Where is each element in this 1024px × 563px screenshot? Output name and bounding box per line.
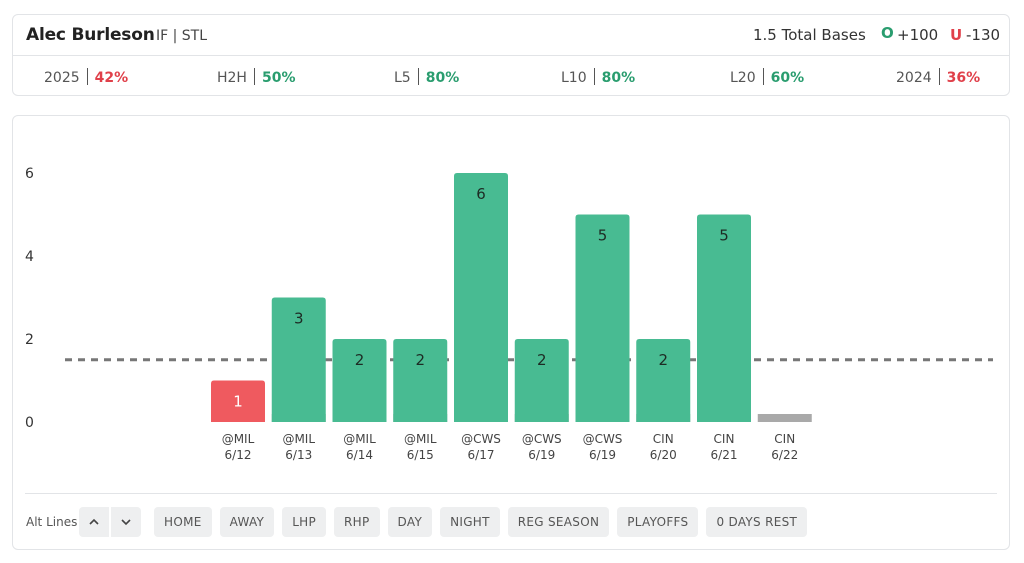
filter-bar: HOME AWAY LHP RHP DAY NIGHT REG SEASON P… [154,507,808,537]
x-tick-date: 6/22 [771,448,798,462]
x-tick-date: 6/19 [528,448,555,462]
y-tick-label: 2 [25,332,34,348]
stat-2024: 2024 36% [896,68,980,86]
filter-rhp-button[interactable]: RHP [334,507,380,537]
stat-l10: L10 80% [561,68,635,86]
x-tick-opponent: CIN [774,432,795,446]
bar-value-label: 6 [476,185,486,203]
over-odds[interactable]: +100 [897,26,939,44]
x-tick-date: 6/20 [650,448,677,462]
player-name[interactable]: Alec Burleson [26,25,155,45]
bar-value-label: 2 [537,351,547,369]
alt-lines-label: Alt Lines [26,515,78,529]
x-tick-date: 6/15 [407,448,434,462]
player-prop-header: Alec Burleson IF | STL 1.5 Total Bases O… [12,14,1010,96]
stat-label: L5 [394,70,411,86]
stat-label: 2025 [44,70,80,86]
game-log-chart-card: 0 2 4 6 @MIL 6/12 @MIL 6/13 @MIL 6/14 @MIL 6/15 @CWS… [12,115,1010,550]
stat-2025: 2025 42% [44,68,128,86]
x-tick-date: 6/12 [225,448,252,462]
stat-value: 50% [261,70,296,86]
x-tick-opponent: @CWS [461,432,501,446]
bar-value-label: 2 [355,351,365,369]
bar[interactable] [514,339,569,422]
bar[interactable] [636,339,691,422]
stat-h2h: H2H 50% [217,68,295,86]
bar-value-label: 1 [233,393,243,411]
filter-night-button[interactable]: NIGHT [440,507,500,537]
bar-value-label: 3 [294,310,304,328]
divider [25,493,997,494]
stat-l20: L20 60% [730,68,804,86]
header-row: Alec Burleson IF | STL 1.5 Total Bases O… [13,15,1009,56]
bar[interactable] [697,214,751,423]
y-tick-label: 0 [25,415,34,431]
player-position: IF | STL [156,28,208,44]
bar[interactable] [211,380,265,423]
stat-l5: L5 80% [394,68,459,86]
y-tick-label: 4 [25,249,34,265]
x-tick-opponent: @CWS [522,432,562,446]
filter-reg-season-button[interactable]: REG SEASON [507,507,610,537]
y-tick-label: 6 [25,166,34,182]
under-icon: U [950,26,963,44]
game-log-chart: 0 2 4 6 @MIL 6/12 @MIL 6/13 @MIL 6/14 @MIL 6/15 @CWS… [25,166,993,462]
bar-value-label: 2 [658,351,668,369]
x-tick-date: 6/21 [711,448,738,462]
alt-line-down-button[interactable] [111,507,141,537]
bar[interactable] [575,214,630,423]
filter-day-button[interactable]: DAY [387,507,433,537]
x-tick-opponent: @MIL [404,432,437,446]
x-tick-date: 6/19 [589,448,616,462]
bar[interactable] [454,173,508,422]
bar[interactable] [271,297,326,423]
stat-value: 80% [601,70,636,86]
bar[interactable] [332,339,387,422]
stat-label: 2024 [896,70,932,86]
x-tick-date: 6/14 [346,448,373,462]
under-odds[interactable]: -130 [966,26,1001,44]
x-tick-opponent: @MIL [282,432,315,446]
stat-label: L10 [561,70,587,86]
x-tick-date: 6/13 [285,448,312,462]
bar-value-label: 5 [719,227,729,245]
filter-lhp-button[interactable]: LHP [282,507,327,537]
x-tick-opponent: @CWS [583,432,623,446]
stat-value: 80% [425,70,460,86]
filter-rest-days-button[interactable]: 0 DAYS REST [706,507,808,537]
x-tick-opponent: CIN [714,432,735,446]
bar-value-label: 2 [415,351,425,369]
x-tick-opponent: @MIL [222,432,255,446]
over-icon: O [881,24,894,42]
filter-home-button[interactable]: HOME [154,507,212,537]
stat-label: L20 [730,70,756,86]
stat-value: 42% [94,70,129,86]
filter-playoffs-button[interactable]: PLAYOFFS [617,507,699,537]
filter-away-button[interactable]: AWAY [219,507,275,537]
bar-value-label: 5 [598,227,608,245]
stat-value: 36% [946,70,981,86]
x-tick-opponent: CIN [653,432,674,446]
chevron-up-icon [89,518,99,525]
x-tick-opponent: @MIL [343,432,376,446]
prop-line-label: 1.5 Total Bases [753,26,866,44]
alt-line-up-button[interactable] [79,507,109,537]
stat-label: H2H [217,70,247,86]
stat-value: 60% [770,70,805,86]
bar[interactable] [393,339,448,422]
bar-base [757,414,812,422]
chevron-down-icon [121,519,131,526]
x-tick-date: 6/17 [468,448,495,462]
